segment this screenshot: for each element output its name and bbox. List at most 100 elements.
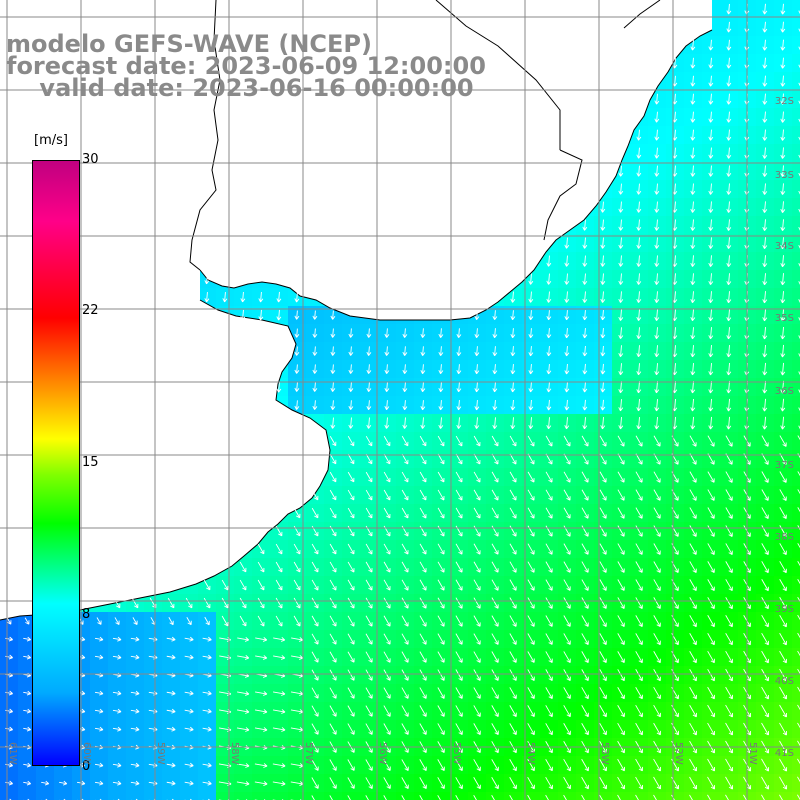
wind-arrow	[41, 798, 48, 800]
wind-arrow	[636, 129, 642, 141]
wind-arrow	[582, 345, 588, 357]
wind-arrow	[762, 39, 768, 51]
wind-arrow	[402, 382, 408, 393]
wind-arrow	[202, 636, 212, 642]
wind-arrow	[761, 668, 769, 682]
wind-arrow	[780, 326, 786, 340]
wind-cell	[792, 126, 800, 144]
wind-arrow	[329, 471, 337, 483]
wind-arrow	[491, 723, 499, 736]
wind-arrow	[420, 417, 426, 429]
wind-arrow	[166, 690, 176, 696]
wind-arrow	[419, 561, 427, 573]
wind-arrow	[509, 507, 517, 519]
wind-arrow	[384, 346, 390, 356]
wind-arrow	[491, 794, 495, 800]
wind-arrow	[527, 543, 535, 555]
wind-arrow	[347, 723, 355, 735]
wind-arrow	[582, 310, 588, 321]
wind-arrow	[419, 777, 427, 790]
lon-label: 51W	[747, 742, 758, 765]
wind-arrow	[582, 273, 588, 285]
wind-arrow	[708, 39, 714, 51]
wind-arrow	[654, 416, 660, 430]
wind-arrow	[725, 489, 733, 501]
wind-arrow	[707, 561, 715, 573]
wind-arrow	[618, 309, 624, 321]
wind-cell	[90, 792, 108, 800]
wind-arrow	[581, 507, 589, 519]
wind-arrow	[509, 435, 517, 447]
wind-arrow	[564, 310, 570, 321]
border-uruguay	[189, 0, 221, 271]
wind-arrow	[491, 507, 499, 519]
wind-arrow	[726, 398, 732, 412]
wind-arrow	[419, 579, 427, 591]
wind-arrow	[294, 346, 300, 356]
wind-arrow	[725, 668, 733, 682]
wind-arrow	[689, 686, 697, 700]
wind-arrow	[491, 435, 499, 447]
wind-arrow	[600, 273, 606, 285]
wind-arrow	[707, 489, 715, 501]
wind-arrow	[437, 543, 445, 555]
wind-arrow	[563, 489, 571, 501]
wind-arrow	[455, 705, 463, 717]
wind-arrow	[492, 382, 498, 393]
wind-arrow	[617, 525, 625, 537]
colorbar-gradient	[32, 160, 80, 766]
wind-arrow	[653, 525, 661, 537]
wind-arrow	[130, 708, 140, 714]
wind-arrow	[707, 615, 715, 628]
wind-arrow	[311, 579, 319, 591]
wind-arrow	[275, 561, 283, 573]
wind-arrow	[420, 346, 426, 356]
wind-arrow	[239, 615, 247, 627]
wind-arrow	[563, 507, 571, 519]
wind-arrow	[527, 453, 535, 465]
wind-arrow	[420, 328, 426, 338]
wind-arrow	[455, 723, 463, 735]
wind-arrow	[581, 776, 589, 790]
wind-arrow	[509, 453, 517, 465]
wind-arrow	[383, 759, 391, 771]
wind-arrow	[617, 633, 625, 646]
wind-arrow	[546, 328, 552, 339]
wind-arrow	[492, 310, 498, 321]
wind-arrow	[491, 633, 499, 645]
wind-arrow	[456, 328, 462, 338]
wind-arrow	[384, 400, 390, 411]
wind-arrow	[725, 686, 733, 700]
wind-cell	[180, 792, 198, 800]
wind-arrow	[545, 776, 553, 790]
wind-arrow	[545, 543, 553, 555]
wind-arrow	[473, 651, 481, 663]
wind-arrow	[402, 346, 408, 356]
wind-arrow	[599, 633, 607, 645]
wind-arrow	[654, 219, 660, 231]
wind-arrow	[780, 398, 786, 412]
coastline-south-path	[0, 299, 331, 621]
wind-arrow	[275, 597, 283, 609]
wind-arrow	[689, 651, 697, 664]
wind-arrow	[365, 777, 373, 789]
wind-arrow	[509, 705, 517, 718]
wind-arrow	[780, 3, 786, 15]
wind-cell	[522, 792, 540, 800]
colorbar-unit: [m/s]	[34, 133, 68, 148]
wind-arrow	[419, 507, 427, 519]
wind-arrow	[563, 633, 571, 645]
wind-arrow	[617, 579, 625, 591]
wind-arrow	[402, 417, 408, 429]
wind-cell	[792, 198, 800, 216]
wind-arrow	[797, 758, 800, 765]
wind-arrow	[636, 219, 642, 231]
wind-arrow	[779, 668, 787, 682]
wind-arrow	[690, 93, 696, 105]
wind-arrow	[437, 777, 445, 790]
wind-arrow	[185, 597, 193, 609]
wind-arrow	[654, 327, 660, 340]
wind-arrow	[365, 759, 373, 771]
wind-arrow	[635, 633, 643, 646]
